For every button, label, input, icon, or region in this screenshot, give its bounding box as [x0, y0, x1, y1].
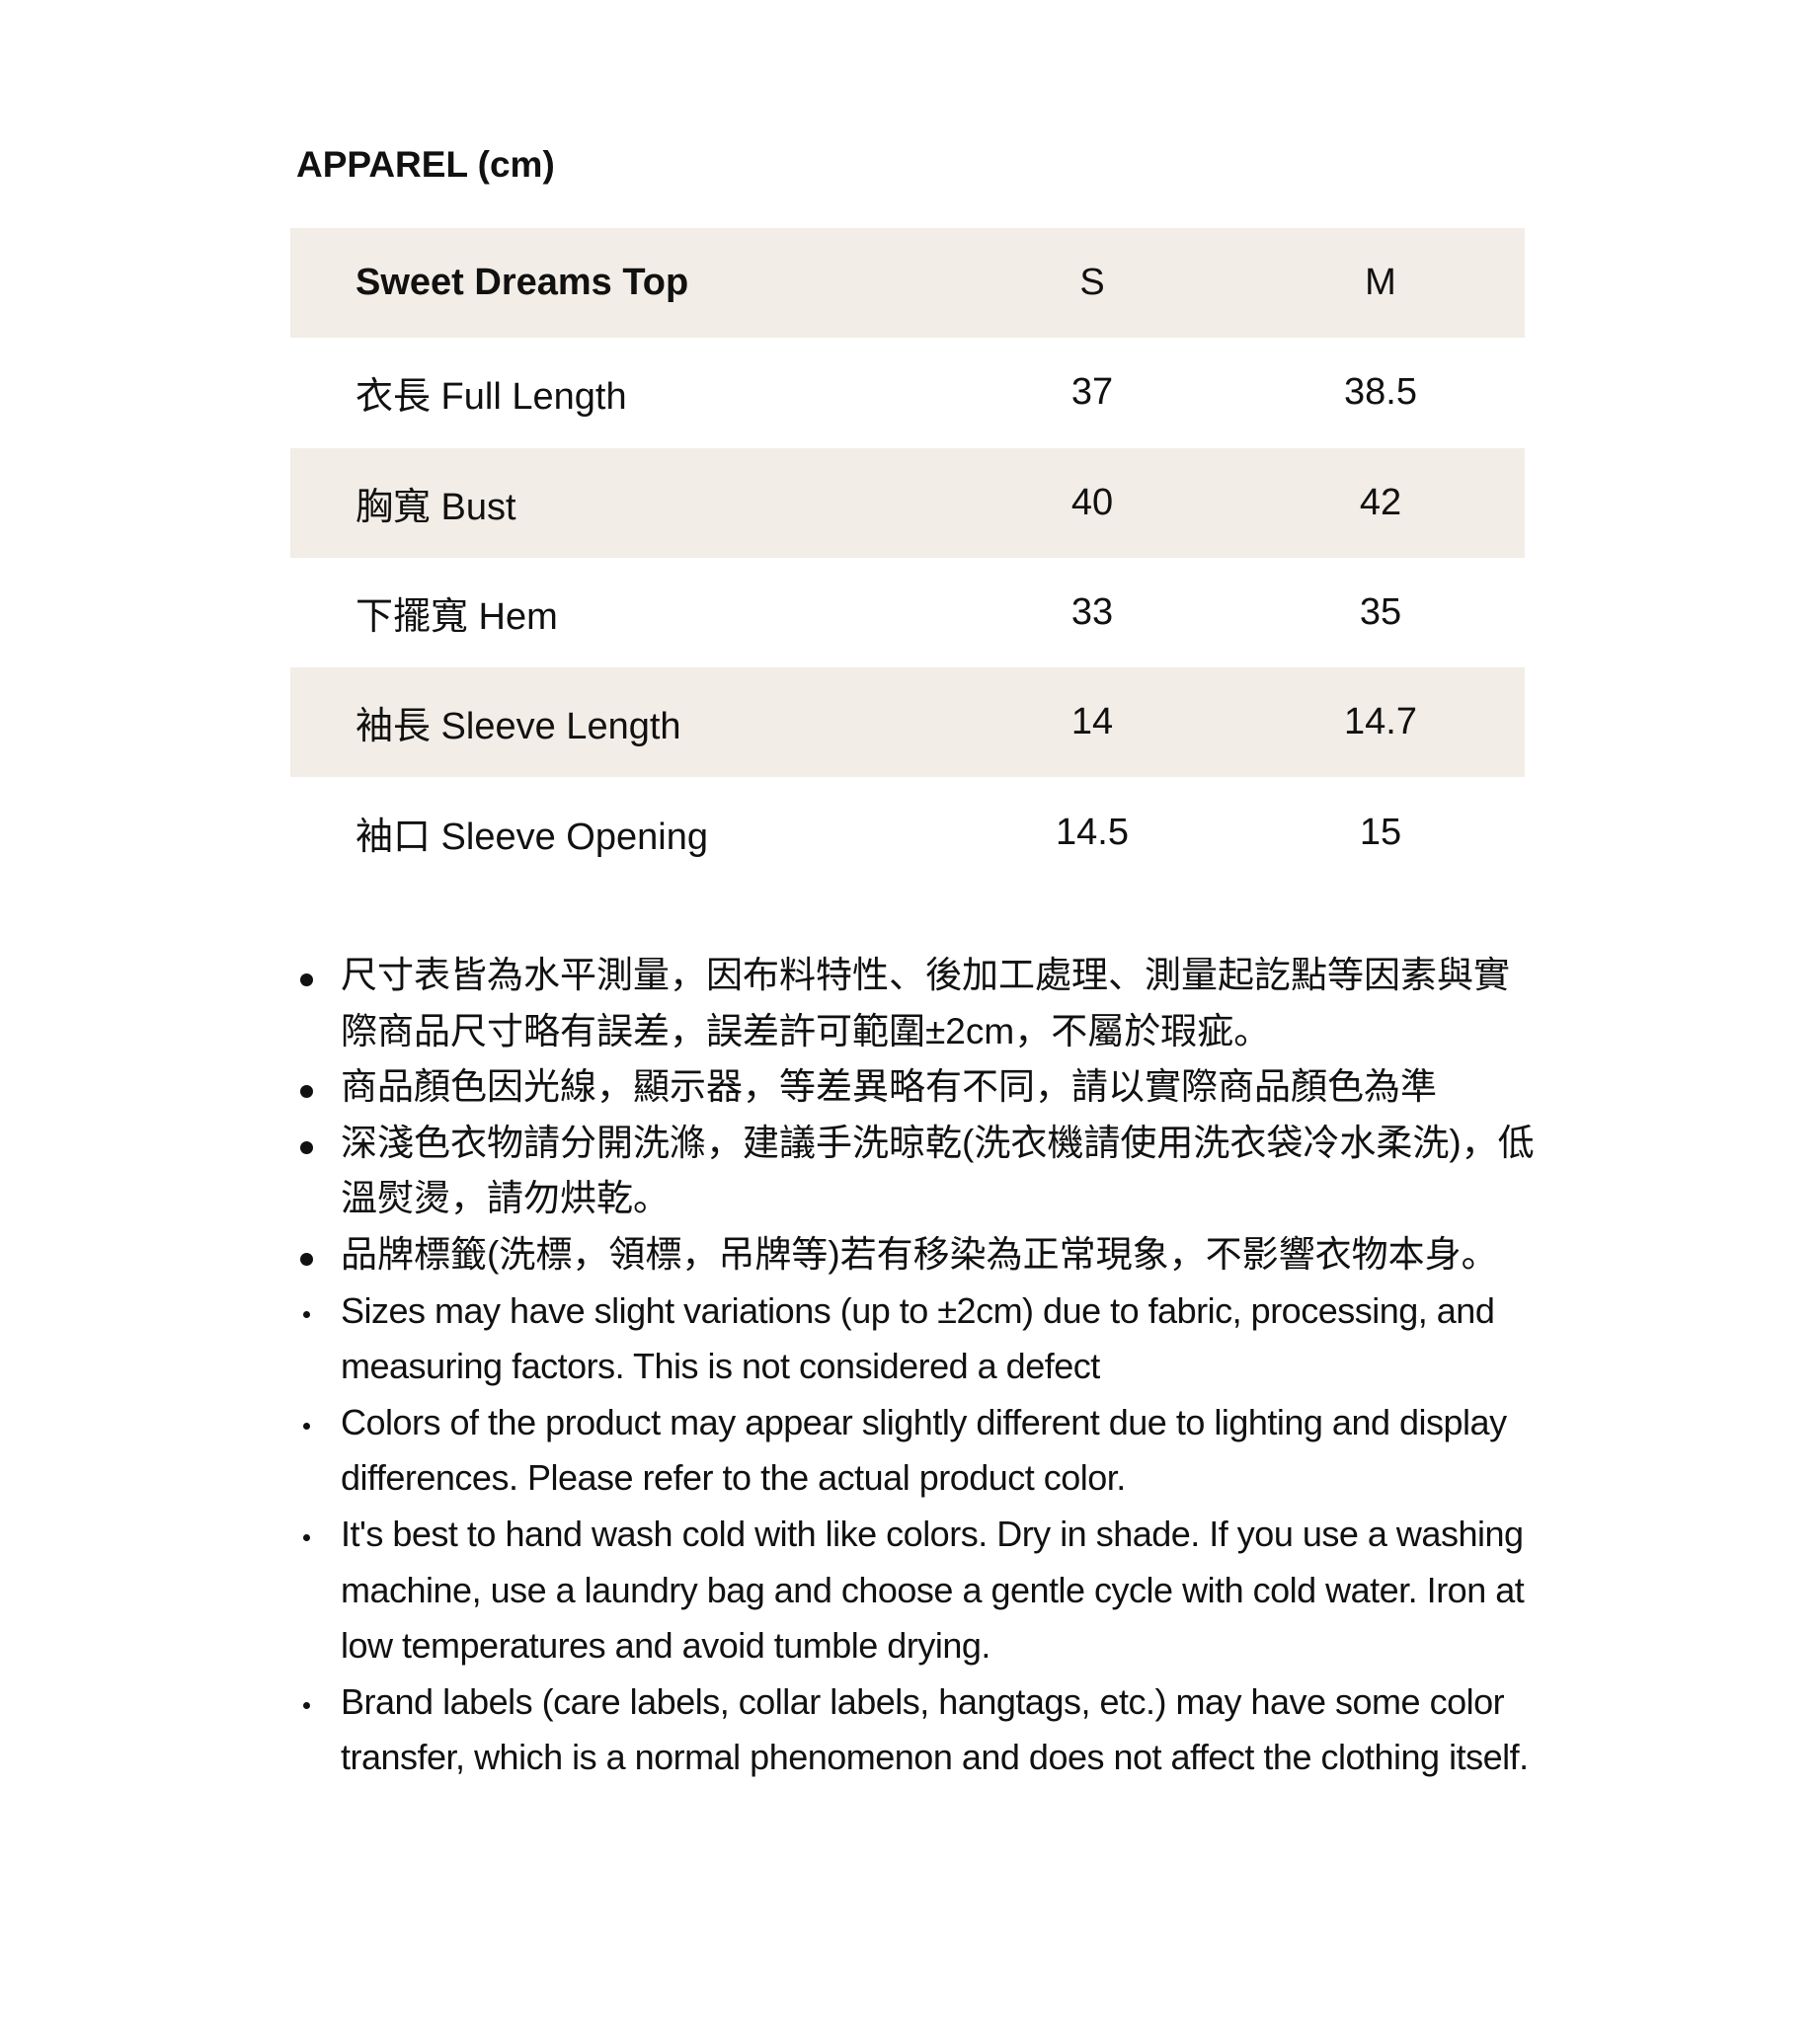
bullet-icon [300, 973, 313, 986]
row-label: 下擺寬 Hem [356, 596, 558, 639]
value-s: 14.5 [1056, 811, 1129, 853]
note-text: Sizes may have slight variations (up to … [341, 1289, 1495, 1387]
row-label: 袖口 Sleeve Opening [356, 816, 708, 858]
value-m: 15 [1359, 811, 1402, 853]
note-text: 尺寸表皆為水平測量，因布料特性、後加工處理、測量起訖點等因素與實際商品尺寸略有誤… [341, 955, 1510, 1051]
note-item: 尺寸表皆為水平測量，因布料特性、後加工處理、測量起訖點等因素與實際商品尺寸略有誤… [300, 948, 1535, 1059]
bullet-icon [300, 1252, 313, 1266]
table-row: 胸寬 Bust 40 42 [290, 447, 1525, 558]
note-item: It's best to hand wash cold with like co… [300, 1507, 1535, 1674]
bullet-icon [303, 1533, 310, 1541]
note-item: Sizes may have slight variations (up to … [300, 1283, 1535, 1395]
row-label: 胸寬 Bust [290, 447, 948, 558]
table-header-row: Sweet Dreams Top S M [290, 228, 1525, 339]
bullet-icon [300, 1140, 313, 1154]
note-text: Colors of the product may appear slightl… [341, 1401, 1507, 1499]
note-text: It's best to hand wash cold with like co… [341, 1513, 1525, 1667]
table-row: 下擺寬 Hem 33 35 [290, 558, 1525, 667]
note-item: 商品顏色因光線，顯示器，等差異略有不同，請以實際商品顏色為準 [300, 1059, 1535, 1116]
value-s: 37 [1070, 371, 1114, 414]
bullet-icon [303, 1310, 310, 1318]
product-name: Sweet Dreams Top [290, 228, 948, 339]
table-row: 袖口 Sleeve Opening 14.5 15 [290, 777, 1525, 887]
value-m: 35 [1359, 591, 1402, 634]
page-title: APPAREL (cm) [296, 144, 555, 185]
row-label: 袖長 Sleeve Length [290, 667, 948, 778]
note-item: Brand labels (care labels, collar labels… [300, 1674, 1535, 1786]
note-item: Colors of the product may appear slightl… [300, 1395, 1535, 1507]
value-s: 33 [1070, 591, 1114, 634]
table-row: 衣長 Full Length 37 38.5 [290, 338, 1525, 447]
note-text: 商品顏色因光線，顯示器，等差異略有不同，請以實際商品顏色為準 [341, 1066, 1437, 1108]
notes-list: 尺寸表皆為水平測量，因布料特性、後加工處理、測量起訖點等因素與實際商品尺寸略有誤… [300, 948, 1535, 1786]
size-header-m: M [1236, 228, 1525, 339]
bullet-icon [300, 1085, 313, 1099]
bullet-icon [303, 1422, 310, 1430]
size-header-s: S [948, 228, 1236, 339]
note-item: 品牌標籤(洗標，領標，吊牌等)若有移染為正常現象，不影響衣物本身。 [300, 1227, 1535, 1283]
note-item: 深淺色衣物請分開洗滌，建議手洗晾乾(洗衣機請使用洗衣袋冷水柔洗)，低溫熨燙，請勿… [300, 1116, 1535, 1227]
value-m: 38.5 [1344, 371, 1417, 414]
value-s: 14 [948, 667, 1236, 778]
value-m: 14.7 [1236, 667, 1525, 778]
note-text: 品牌標籤(洗標，領標，吊牌等)若有移染為正常現象，不影響衣物本身。 [341, 1233, 1498, 1275]
table-row: 袖長 Sleeve Length 14 14.7 [290, 667, 1525, 778]
note-text: Brand labels (care labels, collar labels… [341, 1680, 1529, 1778]
note-text: 深淺色衣物請分開洗滌，建議手洗晾乾(洗衣機請使用洗衣袋冷水柔洗)，低溫熨燙，請勿… [341, 1122, 1535, 1219]
value-m: 42 [1236, 447, 1525, 558]
bullet-icon [303, 1701, 310, 1709]
size-chart-table: Sweet Dreams Top S M 衣長 Full Length 37 3… [290, 228, 1525, 888]
value-s: 40 [948, 447, 1236, 558]
row-label: 衣長 Full Length [356, 376, 627, 419]
